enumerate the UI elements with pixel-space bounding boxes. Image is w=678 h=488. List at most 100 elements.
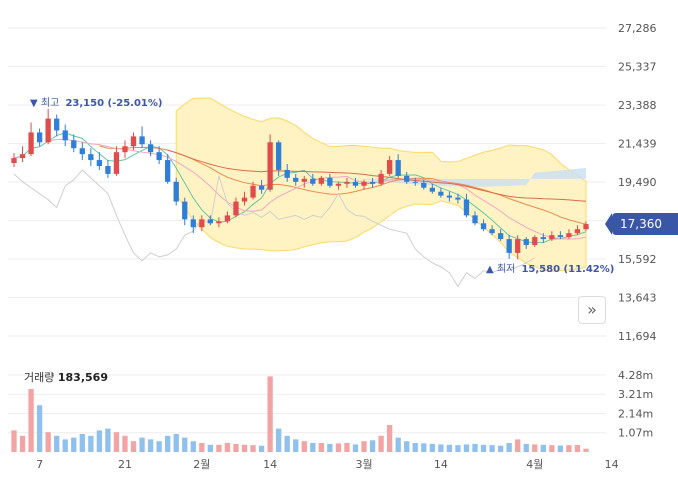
candle-body (224, 215, 231, 222)
expand-chart-button[interactable]: » (578, 296, 606, 324)
candle-body (344, 181, 350, 184)
candle-body (404, 175, 410, 182)
volume-bar (480, 444, 487, 452)
price-tick-label: 23,388 (618, 99, 657, 112)
candle-body (190, 219, 196, 228)
candle-body (421, 182, 427, 188)
volume-bar (258, 445, 265, 452)
price-tick-label: 25,337 (618, 61, 657, 74)
volume-bar (523, 443, 529, 452)
candle-body (429, 187, 435, 192)
candle-body (378, 173, 384, 184)
volume-bar (207, 444, 214, 452)
volume-bar (293, 439, 299, 452)
ma40-line (167, 149, 587, 202)
candle-body (412, 181, 418, 183)
candle-body (395, 160, 401, 176)
volume-bar (139, 437, 145, 452)
volume-bar (284, 435, 290, 452)
volume-bar (130, 441, 137, 452)
volume-bar (224, 443, 231, 452)
volume-bar (506, 443, 512, 452)
date-tick-label: 7 (36, 458, 43, 471)
candle-body (540, 237, 546, 240)
price-tick-label: 27,286 (618, 22, 657, 35)
candle-body (310, 178, 316, 184)
date-axis: 7212월143월144월145월 (36, 458, 619, 471)
volume-bar (335, 443, 342, 452)
candle-body (130, 136, 137, 147)
volume-axis: 4.28m 3.21m 2.14m 1.07m (618, 369, 653, 440)
candle-body (182, 201, 188, 220)
volume-bar (216, 444, 222, 452)
volume-tick-label: 4.28m (618, 369, 653, 382)
volume-bar (549, 445, 555, 452)
volume-bar (497, 445, 504, 452)
candle-body (165, 160, 171, 182)
candle-body (96, 160, 103, 166)
price-axis: 27,286 25,337 23,388 21,439 19,490 15,592 13,6… (618, 22, 657, 343)
candle-body (216, 221, 222, 224)
candle-body (79, 148, 85, 155)
candle-body (438, 191, 444, 196)
volume-bar (318, 443, 324, 452)
volume-bar (199, 443, 205, 452)
price-tick-label: 19,490 (618, 176, 657, 189)
candle-body (318, 177, 324, 184)
candle-body (147, 144, 154, 153)
date-tick-label: 14 (263, 458, 277, 471)
candle-body (506, 239, 512, 253)
candle-body (515, 239, 521, 253)
candle-body (11, 158, 17, 164)
volume-bar (395, 437, 401, 452)
volume-bar (310, 443, 316, 452)
candle-body (241, 197, 248, 202)
volume-bar (190, 441, 196, 452)
candle-body (105, 165, 111, 174)
volume-bar (11, 430, 17, 452)
volume-bar (386, 425, 393, 452)
volume-bar (378, 435, 384, 452)
volume-bar (113, 432, 120, 452)
candle-body (301, 178, 307, 182)
volume-bar (105, 428, 111, 452)
volume-bar (446, 444, 453, 452)
candle-body (557, 235, 564, 238)
volume-bar (344, 443, 350, 452)
volume-bar (88, 435, 94, 452)
volume-bar (267, 376, 273, 452)
volume-bar (122, 435, 128, 452)
candle-body (36, 132, 43, 143)
volume-bar (438, 444, 444, 452)
volume-bar (404, 441, 410, 452)
volume-bar (352, 444, 359, 452)
volume-bar (532, 444, 538, 452)
candle-body (446, 195, 453, 198)
volume-bar (429, 443, 435, 452)
candle-body (54, 118, 60, 131)
volume-bar (250, 445, 256, 452)
volume-bar (62, 439, 68, 452)
volume-bar (566, 445, 572, 452)
date-tick-label: 14 (605, 458, 619, 471)
candle-body (463, 199, 470, 216)
volume-tick-label: 3.21m (618, 388, 653, 401)
candle-body (250, 185, 256, 198)
volume-bar (463, 444, 470, 452)
candle-body (574, 229, 581, 234)
date-tick-label: 21 (118, 458, 132, 471)
candle-body (71, 140, 77, 149)
volume-bar (540, 444, 546, 452)
candle-body (139, 136, 145, 145)
date-tick-label: 14 (434, 458, 448, 471)
candle-body (369, 181, 376, 184)
volume-bar (276, 428, 282, 452)
volume-tick-label: 2.14m (618, 407, 653, 420)
volume-bar (19, 435, 26, 452)
date-tick-label: 4월 (526, 458, 543, 471)
volume-bar (412, 443, 418, 452)
candles (11, 108, 589, 260)
volume-bar (515, 439, 521, 452)
volume-bar (165, 435, 171, 452)
